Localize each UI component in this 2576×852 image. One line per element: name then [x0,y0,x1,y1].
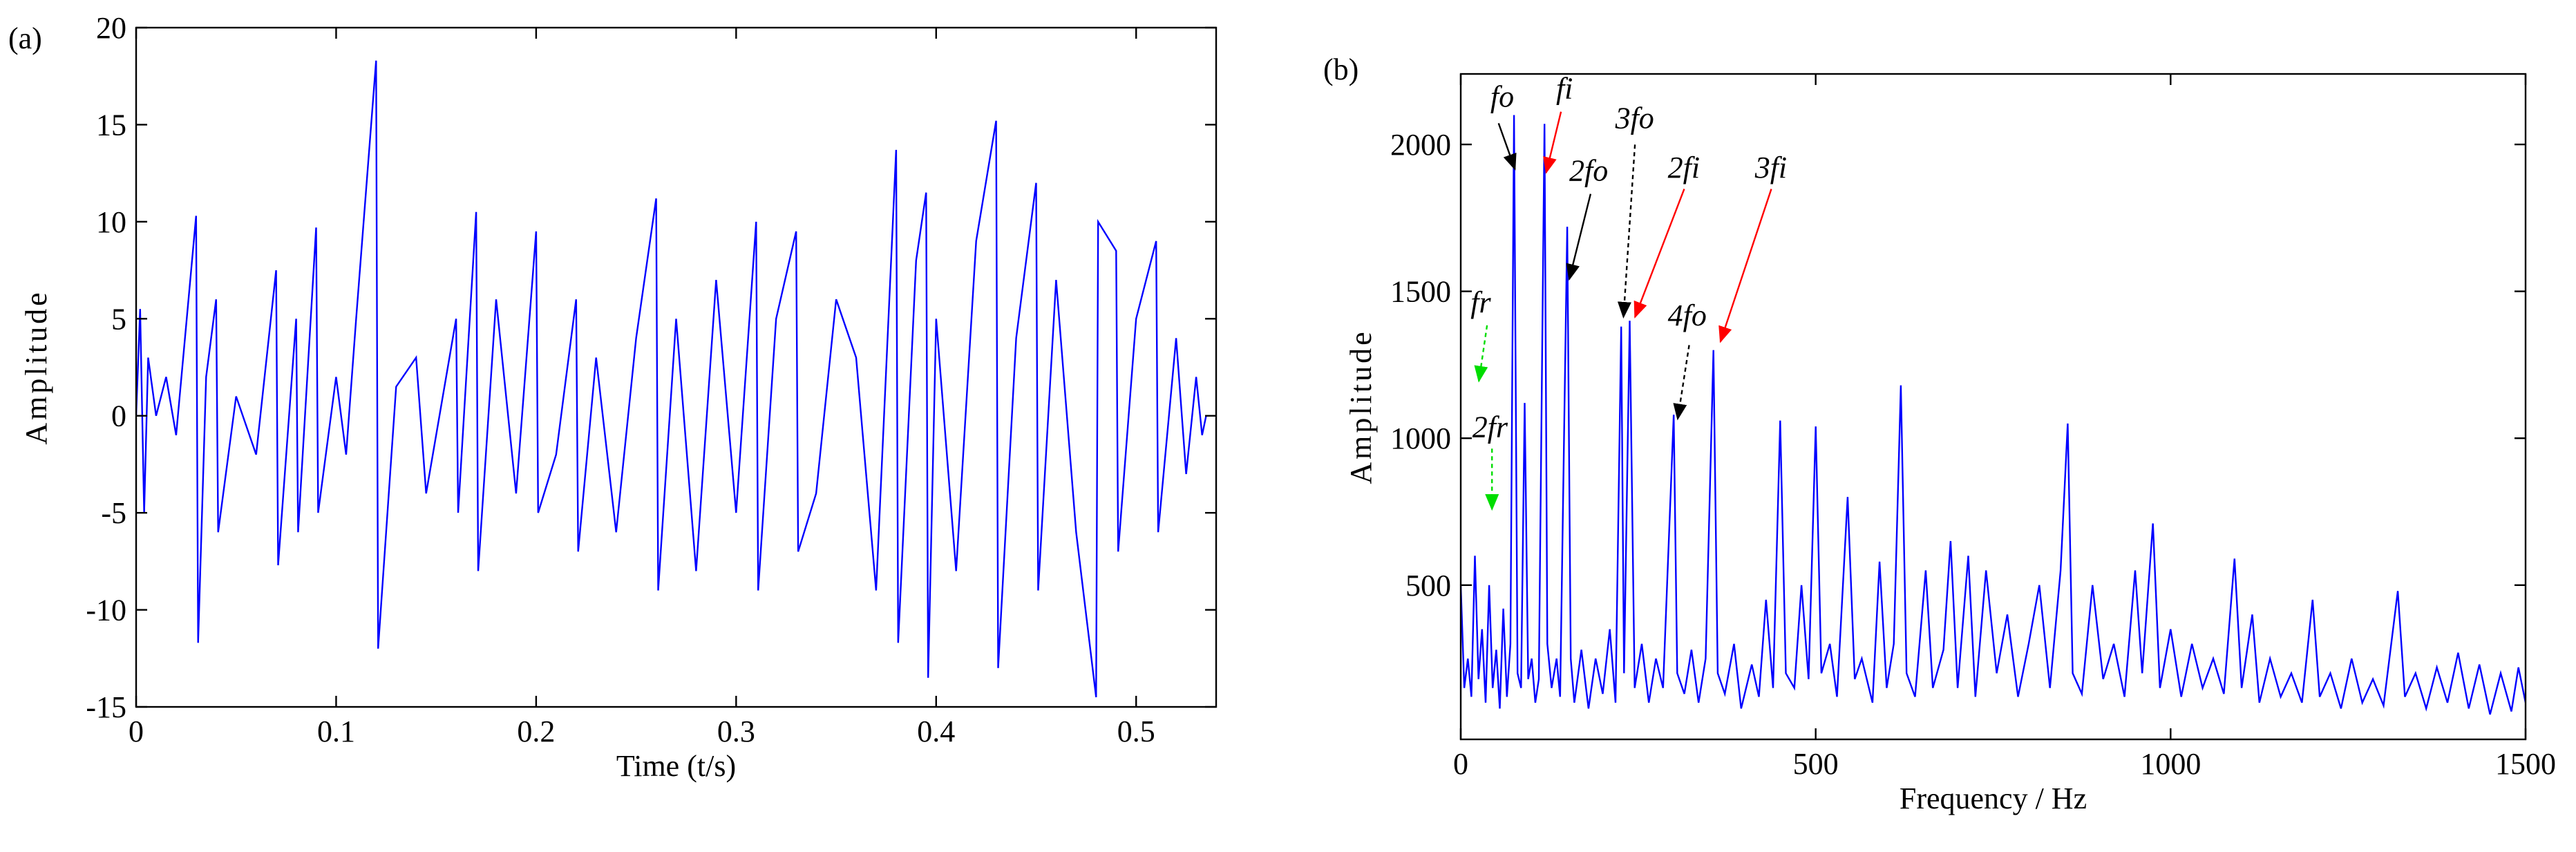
annotation: 3fo [1615,101,1654,135]
y-tick-label: 500 [1405,569,1451,603]
y-tick-label: 10 [96,205,126,239]
annotation: fr [1470,285,1491,319]
annotation-arrow [1543,111,1562,174]
y-axis-label: Amplitude [19,290,53,444]
x-tick-label: 1000 [2140,747,2201,781]
annotation: fo [1490,80,1514,114]
x-tick-label: 0.2 [517,714,555,748]
panel-label: (a) [8,21,42,55]
plot-frame [1459,73,2527,741]
annotation-arrow [1673,345,1690,421]
annotation: 2fo [1569,154,1608,188]
annotation-arrow [1497,122,1517,171]
y-tick-label: 0 [111,399,126,433]
y-tick-label: 5 [111,302,126,336]
x-axis-label: Time (t/s) [616,749,736,783]
annotation-arrow [1474,325,1488,383]
x-tick-label: 0.1 [317,714,355,748]
series-line [136,60,1207,698]
panel-label: (b) [1323,53,1358,86]
y-tick-label: 15 [96,108,126,142]
annotation: 4fo [1668,299,1707,332]
y-tick-label: 2000 [1390,128,1451,162]
y-tick-label: 1000 [1390,422,1451,455]
x-tick-label: 1500 [2495,747,2556,781]
series-line [1461,115,2526,715]
annotation-arrow [1566,193,1592,281]
annotation: 2fr [1472,410,1508,444]
x-tick-label: 0 [1453,747,1468,781]
x-tick-label: 0 [129,714,144,748]
annotation: 3fi [1754,151,1787,184]
y-tick-label: 20 [96,11,126,45]
y-tick-label: -15 [86,690,126,724]
x-tick-label: 500 [1793,747,1839,781]
annotation-arrow [1718,189,1772,343]
y-tick-label: -10 [86,594,126,627]
x-axis-label: Frequency / Hz [1900,782,2087,815]
annotation: 2fi [1668,151,1700,184]
annotation-arrow [1617,144,1636,319]
plot-frame [135,26,1218,708]
y-axis-label: Amplitude [1344,329,1378,484]
annotation: fi [1556,72,1573,106]
x-tick-label: 0.3 [717,714,755,748]
annotation-arrow [1633,189,1685,319]
y-tick-label: -5 [101,496,126,530]
x-tick-label: 0.4 [917,714,955,748]
y-tick-label: 1500 [1390,275,1451,309]
x-tick-label: 0.5 [1117,714,1155,748]
